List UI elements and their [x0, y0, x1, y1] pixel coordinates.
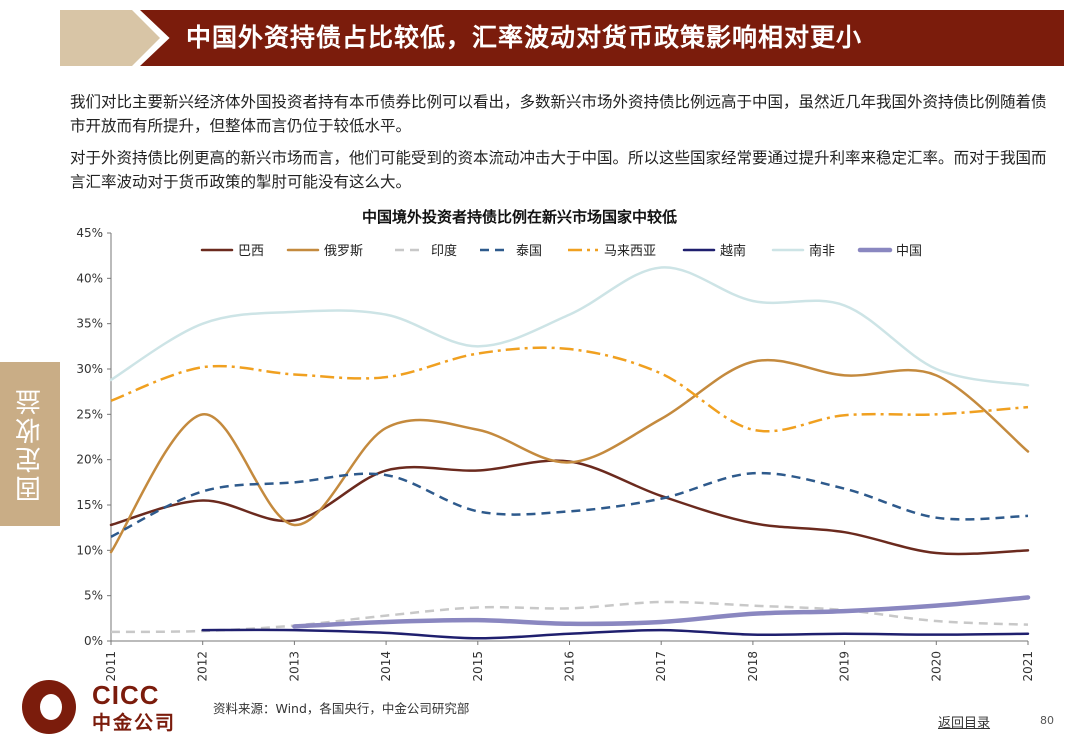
legend-label-2: 印度 [431, 243, 457, 259]
y-tick-label: 30% [76, 362, 103, 376]
series-line-0 [109, 459, 1030, 556]
x-tick-label: 2017 [654, 651, 668, 682]
x-tick-label: 2018 [746, 651, 760, 682]
x-tick-label: 2011 [104, 651, 118, 682]
series-line-7 [292, 595, 1031, 629]
legend-label-4: 马来西亚 [604, 244, 656, 259]
y-tick-label: 5% [84, 589, 103, 603]
chart-title: 中国境外投资者持债比例在新兴市场国家中较低 [362, 208, 677, 226]
x-tick-label: 2019 [838, 651, 852, 682]
header-banner [140, 10, 1064, 66]
legend-label-6: 南非 [809, 243, 835, 259]
back-to-contents-link[interactable]: 返回目录 [938, 716, 991, 731]
y-tick-label: 15% [76, 498, 103, 512]
x-tick-label: 2014 [379, 651, 393, 682]
y-tick-label: 0% [84, 634, 103, 648]
legend-label-7: 中国 [896, 244, 922, 259]
y-tick-label: 10% [76, 543, 103, 557]
series-line-2 [110, 600, 1029, 634]
y-tick-label: 45% [76, 226, 103, 240]
x-tick-label: 2021 [1021, 651, 1035, 682]
y-tick-label: 40% [76, 271, 103, 285]
y-tick-label: 25% [76, 407, 103, 421]
logo-text-cn: 中金公司 [92, 712, 177, 734]
series-line-6 [109, 266, 1030, 387]
legend-label-5: 越南 [720, 243, 746, 259]
y-tick-label: 35% [76, 317, 103, 331]
series-line-4 [110, 346, 1029, 433]
paragraph-2: 对于外资持债比例更高的新兴市场而言，他们可能受到的资本流动冲击大于中国。所以这些… [70, 149, 1047, 191]
legend-label-1: 俄罗斯 [324, 244, 363, 259]
y-tick-label: 20% [76, 453, 103, 467]
x-tick-label: 2013 [287, 651, 301, 682]
page-title: 中国外资持债占比较低，汇率波动对货币政策影响相对更小 [186, 23, 863, 52]
series-line-3 [110, 471, 1029, 538]
legend-label-3: 泰国 [516, 244, 542, 259]
x-tick-label: 2016 [563, 651, 577, 682]
side-tab-label: 固定收益 [15, 386, 46, 502]
cicc-logo-icon-center [40, 694, 62, 720]
paragraph-1: 我们对比主要新兴经济体外国投资者持有本币债券比例可以看出，多数新兴市场外资持债比… [70, 93, 1047, 135]
source-note: 资料来源：Wind，各国央行，中金公司研究部 [213, 701, 470, 716]
series-line-1 [109, 358, 1030, 554]
legend-label-0: 巴西 [238, 244, 264, 259]
page-number: 80 [1040, 714, 1054, 727]
side-tab [0, 362, 60, 526]
header-arrow-tan [60, 10, 160, 66]
x-tick-label: 2020 [929, 651, 943, 682]
series-line-5 [201, 628, 1030, 640]
line-chart: 中国境外投资者持债比例在新兴市场国家中较低 0% 5% 10% 15% 20% 25% 30%… [76, 208, 1035, 682]
x-tick-label: 2012 [196, 651, 210, 682]
logo-text-en: CICC [92, 680, 160, 710]
x-tick-label: 2015 [471, 651, 485, 682]
